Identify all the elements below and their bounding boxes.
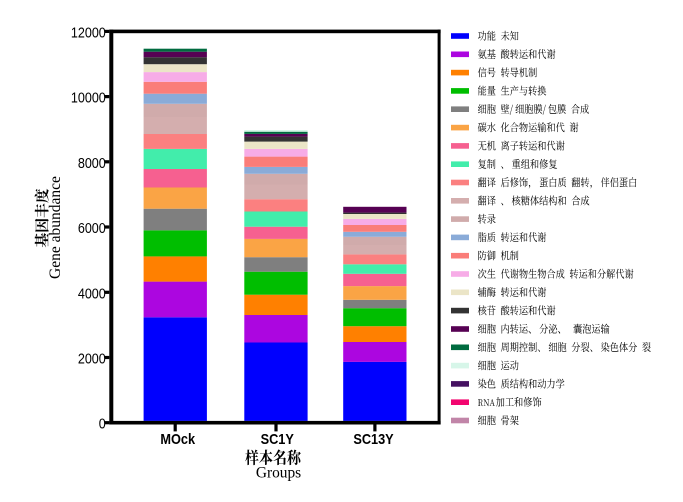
svg-text:Gene abundance: Gene abundance [47, 176, 64, 279]
svg-text:10000: 10000 [71, 90, 106, 106]
svg-text:6000: 6000 [78, 220, 106, 236]
svg-text:12000: 12000 [71, 24, 106, 40]
svg-text:SC13Y: SC13Y [353, 430, 394, 447]
svg-text:2000: 2000 [78, 351, 106, 367]
svg-text:0: 0 [99, 416, 106, 432]
svg-text:Groups: Groups [256, 465, 301, 482]
svg-text:8000: 8000 [78, 155, 106, 171]
svg-text:4000: 4000 [78, 285, 106, 301]
svg-text:MOck: MOck [160, 430, 195, 447]
svg-text:SC1Y: SC1Y [261, 430, 295, 447]
